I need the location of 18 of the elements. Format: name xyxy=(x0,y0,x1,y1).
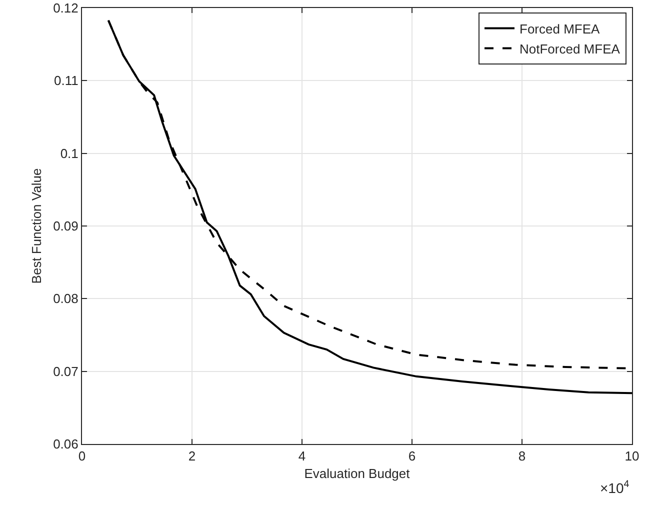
x-tick-label: 8 xyxy=(518,448,526,464)
y-tick-label: 0.07 xyxy=(53,364,78,379)
x-tick-label: 6 xyxy=(408,448,416,464)
x-axis-title: Evaluation Budget xyxy=(304,466,410,482)
y-axis-title: Best Function Value xyxy=(29,168,44,284)
x-tick-label: 4 xyxy=(298,448,306,464)
x-tick-label: 2 xyxy=(188,448,196,464)
legend-label: NotForced MFEA xyxy=(520,41,620,56)
y-tick-label: 0.12 xyxy=(53,0,78,16)
y-tick-label: 0.06 xyxy=(53,436,78,452)
text: ×10$^{4}$ xyxy=(600,479,630,496)
legend-label: Forced MFEA xyxy=(520,21,600,36)
y-tick-label: 0.1 xyxy=(60,146,78,161)
y-tick-label: 0.08 xyxy=(53,291,78,306)
x-tick-label: 10 xyxy=(624,448,640,464)
y-tick-label: 0.11 xyxy=(54,73,78,88)
y-tick-label: 0.09 xyxy=(53,218,78,234)
x-tick-label: 0 xyxy=(78,448,86,464)
